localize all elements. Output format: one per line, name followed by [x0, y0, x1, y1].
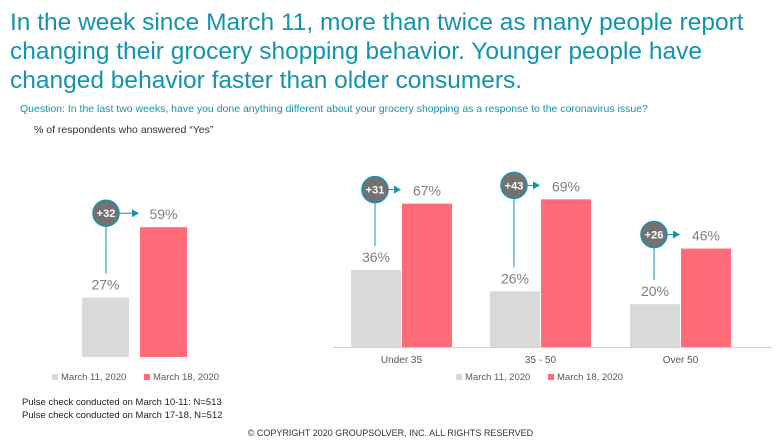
change-badge	[361, 175, 389, 204]
change-badge-label: +43	[505, 180, 524, 192]
data-label-march-11: 20%	[641, 283, 669, 299]
change-badge	[500, 171, 528, 200]
legend-swatch-march-11	[456, 374, 462, 380]
category-label: Over 50	[663, 355, 699, 366]
change-badge	[92, 199, 120, 227]
change-arrow-head	[394, 185, 401, 194]
survey-question: Question: In the last two weeks, have yo…	[20, 103, 648, 115]
category-label: Under 35	[381, 355, 423, 366]
data-label-march-11: 27%	[91, 277, 119, 293]
data-label-march-18: 59%	[149, 206, 177, 222]
bar-march-18	[402, 203, 452, 347]
bar-march-11	[351, 269, 401, 347]
sample-note-march-18: Pulse check conducted on March 17-18, N=…	[22, 410, 223, 421]
bar-march-18	[140, 227, 187, 357]
change-badge	[640, 220, 668, 249]
copyright-footer: © COPYRIGHT 2020 GROUPSOLVER, INC. ALL R…	[247, 428, 534, 438]
category-label: 35 - 50	[525, 355, 557, 366]
change-arrow-head	[673, 230, 680, 239]
change-arrow-head	[533, 181, 540, 190]
data-label-march-11: 26%	[501, 270, 529, 286]
legend-label-march-11: March 11, 2020	[465, 372, 530, 383]
change-badge-label: +31	[366, 185, 385, 197]
data-label-march-18: 46%	[692, 228, 720, 244]
legend-label-march-18: March 18, 2020	[153, 372, 219, 383]
legend-label-march-18: March 18, 2020	[557, 372, 623, 383]
legend-swatch-march-11	[52, 374, 58, 380]
change-arrow-head	[132, 209, 139, 218]
bar-march-11	[490, 291, 540, 347]
change-badge-label: +26	[645, 230, 664, 242]
legend-label-march-11: March 11, 2020	[61, 372, 126, 383]
headline: In the week since March 11, more than tw…	[10, 9, 744, 94]
bar-march-18	[541, 199, 591, 347]
bar-march-11	[630, 304, 680, 347]
change-badge-label: +32	[97, 208, 116, 220]
data-label-march-11: 36%	[362, 249, 390, 265]
chart-subtitle: % of respondents who answered “Yes”	[34, 124, 214, 136]
legend-swatch-march-18	[144, 374, 150, 380]
bar-march-11	[82, 297, 129, 357]
data-label-march-18: 67%	[413, 183, 441, 199]
sample-note-march-11: Pulse check conducted on March 10-11: N=…	[22, 397, 222, 408]
data-label-march-18: 69%	[552, 178, 580, 194]
legend-swatch-march-18	[548, 374, 554, 380]
bar-march-18	[681, 248, 731, 347]
